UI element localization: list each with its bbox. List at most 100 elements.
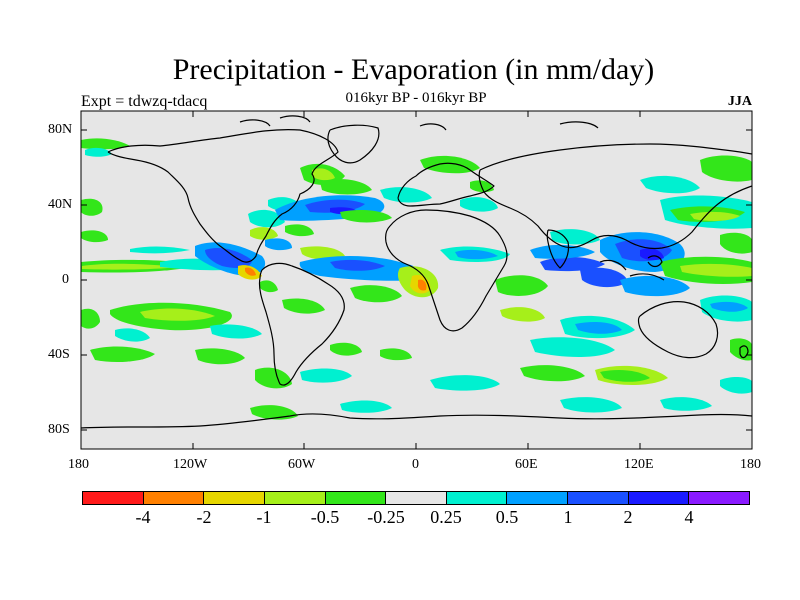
field-patch <box>710 301 748 312</box>
field-patch <box>430 375 500 391</box>
field-patch <box>455 249 498 260</box>
field-patch <box>330 259 385 271</box>
colorbar-swatch <box>143 492 205 504</box>
experiment-label: Expt = tdwzq-tdacq <box>81 93 208 110</box>
field-patch <box>330 342 362 356</box>
colorbar-label: 4 <box>684 507 694 527</box>
field-patch <box>255 367 292 389</box>
field-patch <box>260 280 278 293</box>
field-patch <box>265 238 292 251</box>
lon-label-120w: 120W <box>173 457 208 472</box>
lat-label-80n: 80N <box>48 122 73 137</box>
field-patch <box>720 232 752 254</box>
field-patch <box>300 246 345 260</box>
field-patch <box>380 348 412 361</box>
colorbar-swatch <box>83 492 144 504</box>
lon-label-120e: 120E <box>624 457 654 472</box>
field-patch <box>81 230 108 243</box>
colorbar-label: 2 <box>623 507 633 527</box>
colorbar-label: -2 <box>196 507 212 527</box>
lat-label-40n: 40N <box>48 197 73 212</box>
colorbar-swatch <box>264 492 326 504</box>
chart-title: Precipitation - Evaporation (in mm/day) <box>172 53 655 86</box>
colorbar-swatch <box>689 492 750 504</box>
field-patch <box>245 267 256 276</box>
field-patch <box>285 224 314 237</box>
field-patch <box>350 285 402 303</box>
colorbar-swatch <box>628 492 690 504</box>
field-patch <box>417 279 427 291</box>
field-patch <box>250 227 278 240</box>
colorbar-swatch <box>386 492 447 504</box>
field-patch <box>300 368 352 383</box>
field-patch <box>520 365 585 382</box>
field-patch <box>81 198 103 216</box>
field-patch <box>380 187 432 203</box>
field-patch <box>312 168 335 181</box>
colorbar-label: 1 <box>563 507 573 527</box>
coastline-africa <box>385 209 508 332</box>
field-patch <box>140 308 215 321</box>
lat-label-0: 0 <box>62 272 69 287</box>
field-patch <box>81 308 100 329</box>
colorbar-label: -1 <box>256 507 272 527</box>
coastline-arctic-islands <box>239 115 599 131</box>
field-patch <box>460 197 498 212</box>
field-patch <box>495 275 548 296</box>
field-patches <box>81 138 752 420</box>
field-patch <box>248 209 285 228</box>
colorbar-label: -0.5 <box>310 507 340 527</box>
colorbar-swatch <box>204 492 265 504</box>
colorbar-swatch <box>325 492 387 504</box>
season-label: JJA <box>727 94 752 109</box>
lat-label-80s: 80S <box>48 422 70 437</box>
colorbar-label: -0.25 <box>367 507 405 527</box>
field-patch <box>420 155 480 174</box>
period-label: 016kyr BP - 016kyr BP <box>345 90 487 106</box>
colorbar <box>82 491 750 505</box>
field-patch <box>580 267 628 288</box>
field-patch <box>560 397 622 413</box>
field-patch <box>620 275 690 297</box>
field-patch <box>115 328 150 342</box>
field-patch <box>660 397 712 411</box>
colorbar-swatch <box>568 492 629 504</box>
field-patch <box>81 138 130 150</box>
lon-label-60w: 60W <box>288 457 316 472</box>
field-patch <box>530 244 595 259</box>
coastline-new-zealand <box>739 345 749 359</box>
field-patch <box>210 324 262 339</box>
lon-label-180w: 180 <box>68 457 89 472</box>
field-patch <box>195 348 245 365</box>
axis-ticks <box>81 111 752 449</box>
coastline-asia <box>478 143 752 250</box>
coastlines <box>81 115 752 429</box>
colorbar-swatch <box>507 492 569 504</box>
field-patch <box>530 337 615 357</box>
field-patch <box>575 322 622 334</box>
field-patch <box>550 229 600 245</box>
field-patch <box>500 307 545 322</box>
field-patch <box>340 400 392 413</box>
field-patch <box>680 263 752 277</box>
coastline-north-america <box>107 129 339 263</box>
field-patch <box>282 298 325 314</box>
field-patch <box>720 376 752 394</box>
field-patch <box>700 155 752 182</box>
coastline-antarctica <box>81 413 752 429</box>
coastline-indonesia <box>599 255 665 281</box>
lat-label-40s: 40S <box>48 347 70 362</box>
colorbar-label: -4 <box>135 507 151 527</box>
field-patch <box>340 210 392 223</box>
field-patch <box>85 147 112 157</box>
lon-label-0: 0 <box>412 457 419 472</box>
field-patch <box>540 256 605 272</box>
colorbar-swatch <box>446 492 508 504</box>
coastline-australia <box>637 301 719 359</box>
coastline-greenland <box>327 124 380 164</box>
colorbar-label: 0.5 <box>495 507 519 527</box>
lon-label-60e: 60E <box>515 457 538 472</box>
field-patch <box>640 175 700 194</box>
coastline-europe <box>397 162 495 207</box>
